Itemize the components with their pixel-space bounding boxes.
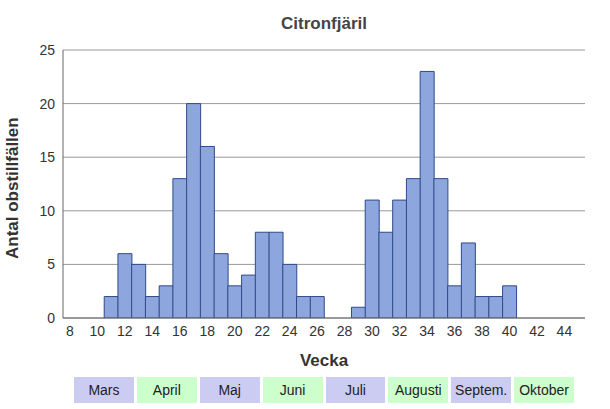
svg-text:40: 40: [502, 323, 518, 339]
svg-text:0: 0: [47, 310, 55, 326]
svg-text:15: 15: [39, 149, 55, 165]
html-text:Maj: Maj: [218, 382, 241, 398]
svg-text:24: 24: [282, 323, 298, 339]
svg-text:28: 28: [337, 323, 353, 339]
html-text:Mars: Mars: [88, 382, 120, 398]
svg-text:42: 42: [529, 323, 545, 339]
html-text:Augusti: Augusti: [395, 382, 442, 398]
svg-text:36: 36: [447, 323, 463, 339]
html-text:Juni: Juni: [279, 382, 306, 398]
svg-text:38: 38: [474, 323, 490, 339]
svg-text:18: 18: [199, 323, 215, 339]
svg-text:30: 30: [364, 323, 380, 339]
svg-text:22: 22: [254, 323, 270, 339]
svg-text:10: 10: [39, 203, 55, 219]
html-text:April: April: [152, 382, 181, 398]
svg-text:32: 32: [392, 323, 408, 339]
svg-text:34: 34: [419, 323, 435, 339]
svg-text:10: 10: [90, 323, 106, 339]
svg-text:16: 16: [172, 323, 188, 339]
svg-text:44: 44: [557, 323, 573, 339]
html-text:Juli: Juli: [344, 382, 366, 398]
html-text:Citronfjäril: Citronfjäril: [281, 14, 367, 33]
svg-text:20: 20: [39, 96, 55, 112]
svg-text:25: 25: [39, 42, 55, 58]
svg-text:12: 12: [117, 323, 133, 339]
svg-text:26: 26: [309, 323, 325, 339]
svg-text:Antal obstillfällen: Antal obstillfällen: [8, 117, 22, 259]
html-text:Septem.: Septem.: [455, 382, 508, 398]
html-text:Oktober: Oktober: [519, 382, 569, 398]
svg-text:Vecka: Vecka: [300, 351, 349, 370]
svg-text:14: 14: [145, 323, 161, 339]
svg-text:20: 20: [227, 323, 243, 339]
svg-text:5: 5: [47, 256, 55, 272]
svg-text:8: 8: [66, 323, 74, 339]
